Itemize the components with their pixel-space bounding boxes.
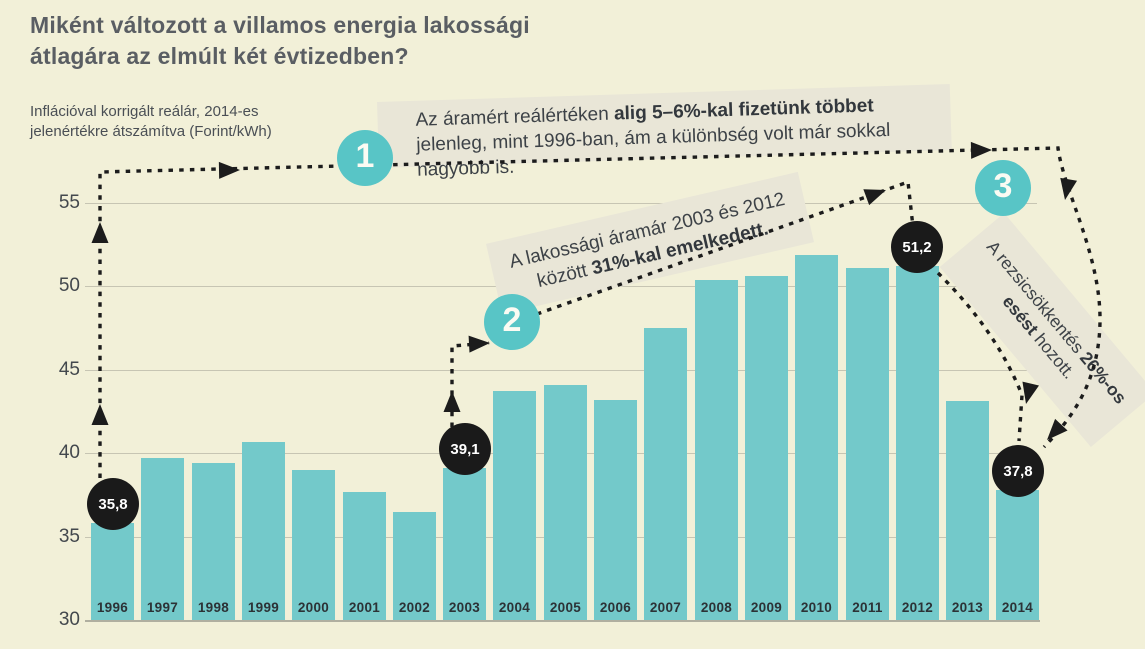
y-axis-tick-label: 55 (58, 192, 80, 213)
bar-2009: 2009 (745, 276, 788, 620)
bar-1996: 1996 (91, 523, 134, 620)
value-marker-2014: 37,8 (992, 445, 1044, 497)
bar-2003: 2003 (443, 468, 486, 620)
bar-year-label: 2010 (800, 600, 833, 615)
bar-2004: 2004 (493, 391, 536, 620)
value-marker-2012: 51,2 (891, 221, 943, 273)
bar-year-label: 2000 (297, 600, 330, 615)
bar-year-label: 2008 (700, 600, 733, 615)
bar-year-label: 2007 (649, 600, 682, 615)
bar-year-label: 2014 (1001, 600, 1034, 615)
bar-year-label: 2004 (498, 600, 531, 615)
y-axis-tick-label: 35 (58, 526, 80, 547)
bar-year-label: 2011 (852, 600, 883, 615)
bar-2000: 2000 (292, 470, 335, 620)
bar-year-label: 2001 (348, 600, 381, 615)
bar-year-label: 2003 (448, 600, 481, 615)
step-badge-3: 3 (975, 160, 1031, 216)
step-badge-2: 2 (484, 294, 540, 350)
step-badge-1: 1 (337, 130, 393, 186)
bar-year-label: 2012 (901, 600, 934, 615)
bar-year-label: 2009 (750, 600, 783, 615)
bar-year-label: 1997 (146, 600, 179, 615)
annotation-text: Az áramért reálértéken (415, 103, 615, 131)
bar-2013: 2013 (946, 401, 989, 620)
bar-2001: 2001 (343, 492, 386, 620)
bar-2014: 2014 (996, 490, 1039, 620)
value-marker-1996: 35,8 (87, 478, 139, 530)
gridline-55 (85, 203, 1037, 204)
bar-2006: 2006 (594, 400, 637, 620)
bar-year-label: 2005 (549, 600, 582, 615)
bar-2008: 2008 (695, 280, 738, 620)
bar-year-label: 2006 (599, 600, 632, 615)
bar-year-label: 2002 (398, 600, 431, 615)
y-axis-tick-label: 30 (58, 609, 80, 630)
bar-2005: 2005 (544, 385, 587, 620)
bar-year-label: 1998 (197, 600, 230, 615)
bar-1999: 1999 (242, 442, 285, 620)
annotation-text-bold: alig 5–6%-kal fizetünk többet (613, 95, 874, 125)
bar-2010: 2010 (795, 255, 838, 620)
y-axis-tick-label: 50 (58, 275, 80, 296)
chart-title: Miként változott a villamos energia lako… (30, 12, 530, 69)
chart-subtitle: Inflációval korrigált reálár, 2014-es je… (30, 103, 272, 140)
bar-2002: 2002 (393, 512, 436, 620)
bar-year-label: 1999 (247, 600, 280, 615)
bar-2012: 2012 (896, 266, 939, 620)
bar-year-label: 2013 (951, 600, 984, 615)
gridline-45 (85, 370, 1037, 371)
y-axis-tick-label: 45 (58, 359, 80, 380)
bar-1997: 1997 (141, 458, 184, 620)
bar-2007: 2007 (644, 328, 687, 620)
y-axis-tick-label: 40 (58, 442, 80, 463)
x-axis-baseline (85, 620, 1040, 622)
bar-year-label: 1996 (96, 600, 129, 615)
bar-2011: 2011 (846, 268, 889, 620)
bar-1998: 1998 (192, 463, 235, 620)
value-marker-2003: 39,1 (439, 423, 491, 475)
